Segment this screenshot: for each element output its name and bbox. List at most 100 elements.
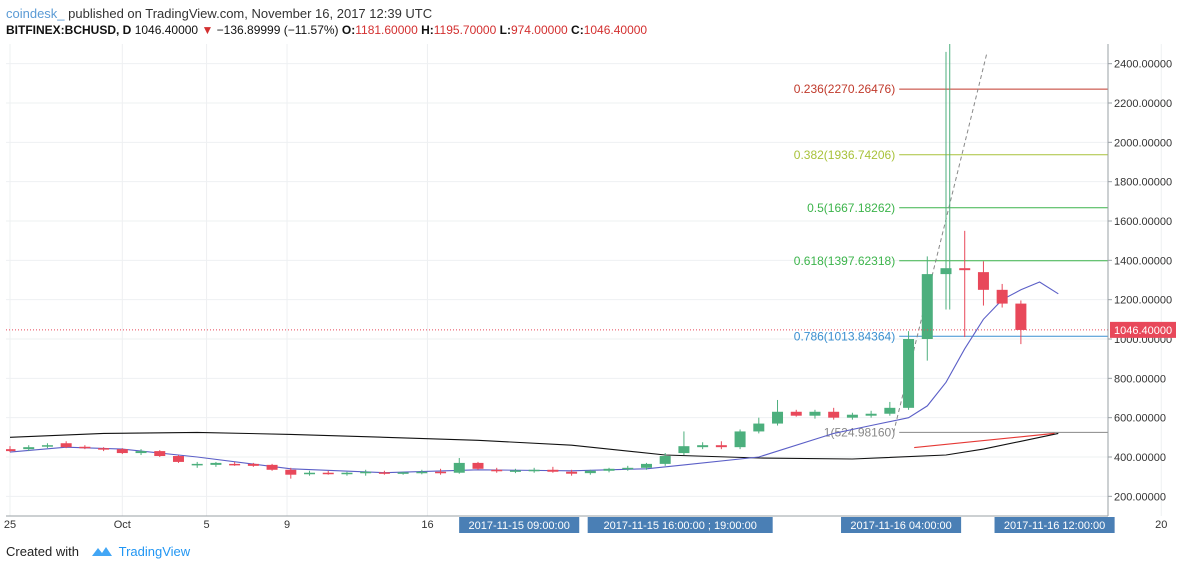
x-tick-label: 20 bbox=[1155, 519, 1167, 531]
fib-level-label: 0.618(1397.62318) bbox=[794, 254, 895, 268]
candle-body bbox=[640, 463, 652, 468]
y-tick-label: 1200.00000 bbox=[1114, 295, 1172, 307]
open-label: O: bbox=[341, 23, 356, 37]
tradingview-logo-icon bbox=[91, 547, 112, 556]
time-highlight-badge bbox=[459, 517, 580, 533]
candle bbox=[753, 417, 765, 434]
open-value: 1181.60000 bbox=[355, 23, 418, 37]
candle-body bbox=[416, 471, 428, 474]
candle bbox=[678, 431, 690, 456]
y-tick-label: 800.00000 bbox=[1114, 373, 1166, 385]
candle bbox=[491, 467, 503, 473]
fib-level-label: 0.382(1936.74206) bbox=[794, 148, 895, 162]
candle-body bbox=[734, 431, 746, 448]
low-label: L: bbox=[499, 23, 511, 37]
candle-body bbox=[603, 468, 615, 471]
candle bbox=[135, 449, 147, 456]
candle bbox=[977, 261, 989, 306]
time-highlight-badge bbox=[841, 517, 962, 533]
candle bbox=[360, 469, 372, 476]
time-highlight-label: 2017-11-16 12:00:00 bbox=[1004, 520, 1105, 532]
tradingview-link[interactable]: TradingView bbox=[118, 544, 191, 559]
moving-average-slow bbox=[9, 431, 1059, 460]
fib-level-label: 0.5(1667.18262) bbox=[807, 201, 895, 215]
candle-body bbox=[921, 274, 933, 339]
close-value: 1046.40000 bbox=[583, 23, 648, 37]
candle-body bbox=[790, 411, 802, 416]
candle bbox=[378, 470, 390, 475]
plot-area: 0.236(2270.26476) 0.382(1936.74206) 0.5(16… bbox=[6, 44, 1108, 479]
x-tick-label: 9 bbox=[284, 519, 290, 531]
candle-body bbox=[6, 449, 16, 452]
candle-body bbox=[172, 456, 184, 462]
x-tick-label: 5 bbox=[203, 519, 209, 531]
candle-body bbox=[566, 471, 578, 474]
candle bbox=[547, 466, 559, 473]
candle-body bbox=[678, 446, 690, 454]
candle-body bbox=[435, 471, 447, 474]
close-label: C: bbox=[571, 23, 584, 37]
candle-body bbox=[659, 456, 671, 464]
candle bbox=[172, 455, 184, 463]
candle bbox=[996, 283, 1008, 308]
candle bbox=[697, 442, 709, 450]
high-label: H: bbox=[421, 23, 434, 37]
y-tick-label: 1400.00000 bbox=[1114, 255, 1172, 267]
y-tick-label: 400.00000 bbox=[1114, 452, 1166, 464]
time-highlight-badge bbox=[587, 517, 773, 533]
candle-body bbox=[154, 451, 166, 457]
candle bbox=[809, 409, 821, 419]
candle-body bbox=[509, 470, 521, 472]
candle-body bbox=[191, 463, 203, 466]
candle bbox=[509, 468, 521, 474]
candle bbox=[23, 445, 35, 452]
author-link[interactable]: coindesk_ bbox=[6, 6, 65, 21]
candle-body bbox=[528, 469, 540, 472]
candle-body bbox=[697, 445, 709, 448]
candle bbox=[1015, 300, 1027, 345]
candle-body bbox=[865, 413, 877, 416]
low-value: 974.00000 bbox=[510, 23, 568, 37]
y-tick-label: 2400.00000 bbox=[1114, 59, 1172, 71]
candle-body bbox=[715, 445, 727, 448]
candle-body bbox=[903, 339, 915, 408]
candle bbox=[734, 429, 746, 450]
candle-body bbox=[940, 268, 952, 275]
candle bbox=[959, 230, 971, 338]
candle bbox=[435, 468, 447, 475]
candle-body bbox=[41, 445, 53, 447]
candle bbox=[266, 463, 278, 471]
candle-body bbox=[304, 472, 316, 475]
candle-body bbox=[247, 463, 259, 466]
candle bbox=[191, 461, 203, 468]
candle bbox=[921, 256, 933, 361]
candle bbox=[41, 443, 53, 449]
y-tick-label: 2000.00000 bbox=[1114, 137, 1172, 149]
symbol-name: BITFINEX:BCHUSD, D bbox=[6, 23, 132, 37]
candle bbox=[322, 470, 334, 475]
y-tick-label: 1600.00000 bbox=[1114, 216, 1172, 228]
x-tick-label: 25 bbox=[4, 519, 16, 531]
candle bbox=[416, 469, 428, 475]
candle bbox=[79, 445, 91, 450]
candle-body bbox=[622, 467, 634, 470]
candle-body bbox=[1015, 303, 1027, 330]
candle bbox=[98, 447, 110, 452]
candle-body bbox=[116, 449, 128, 454]
candle-body bbox=[23, 447, 35, 450]
candle-body bbox=[378, 472, 390, 474]
candle-body bbox=[472, 462, 484, 469]
x-tick-label: 16 bbox=[421, 519, 433, 531]
candle bbox=[304, 470, 316, 476]
candle bbox=[210, 461, 222, 467]
red-trend-line bbox=[914, 432, 1055, 449]
candle bbox=[884, 401, 896, 416]
candle-body bbox=[809, 411, 821, 416]
candle bbox=[940, 51, 952, 310]
price-chart[interactable]: 0.236(2270.26476) 0.382(1936.74206) 0.5(16… bbox=[0, 0, 1184, 540]
candle-body bbox=[828, 411, 840, 418]
candle-body bbox=[753, 423, 765, 432]
candle-body bbox=[977, 272, 989, 290]
fib-level-label: 1(524.98160) bbox=[824, 425, 895, 439]
candle bbox=[566, 469, 578, 476]
